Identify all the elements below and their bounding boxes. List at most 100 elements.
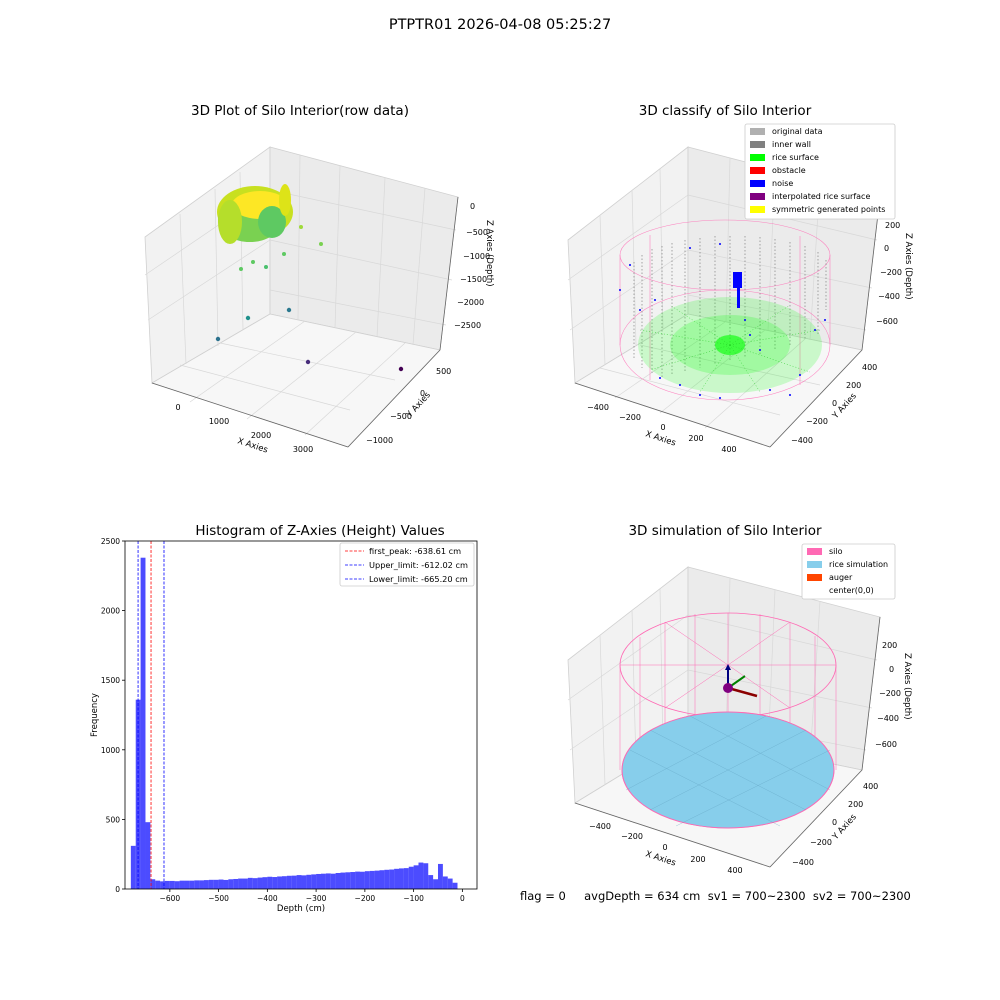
legend-swatch <box>807 561 822 568</box>
classify-plot-title: 3D classify of Silo Interior <box>638 103 812 119</box>
classify-y-axis-label: Y Axies <box>830 391 859 422</box>
histogram-legend: first_peak: -638.61 cm Upper_limit: -612… <box>339 542 475 587</box>
raw-z-axis-label: Z Axies (Depth) <box>484 220 494 287</box>
classify-z-ticks: 200 0 −200 −400 −600 <box>876 221 902 326</box>
histogram-bar <box>272 877 278 889</box>
raw-z-tick-label: −2000 <box>457 298 484 307</box>
histogram-bar <box>194 880 200 889</box>
histogram-bar <box>355 871 360 889</box>
histogram-x-tick-label: −500 <box>208 894 229 903</box>
simulation-y-tick-label: 200 <box>848 800 863 809</box>
legend-swatch <box>750 167 765 174</box>
histogram-bar <box>179 880 185 889</box>
histogram-bar <box>233 878 239 889</box>
histogram-x-tick-label: 0 <box>460 894 465 903</box>
histogram-bar <box>413 865 419 889</box>
raw-3d-axes-box <box>144 146 459 448</box>
legend-label: inner wall <box>772 140 811 149</box>
raw-y-tick-label: 0 <box>420 389 425 398</box>
histogram-bar <box>267 876 273 889</box>
legend-swatch <box>750 128 765 135</box>
histogram-bar <box>140 557 146 889</box>
histogram-bar <box>291 875 297 889</box>
histogram-bar <box>359 871 365 889</box>
histogram-bar <box>345 872 351 889</box>
raw-z-tick-label: −1500 <box>460 275 487 284</box>
simulation-z-tick-label: −200 <box>879 689 901 698</box>
legend-swatch <box>807 587 822 594</box>
histogram-bar <box>374 870 380 889</box>
legend-label: interpolated rice surface <box>772 192 870 201</box>
raw-x-tick-label: 3000 <box>293 445 313 454</box>
histogram-y-tick-label: 1000 <box>101 746 120 755</box>
classify-x-tick-label: −200 <box>619 413 641 422</box>
histogram-bar <box>164 880 170 889</box>
simulation-auger <box>723 664 758 698</box>
histogram-x-tick-label: −200 <box>355 894 376 903</box>
classify-x-axis-label: X Axies <box>644 429 677 448</box>
legend-swatch <box>750 193 765 200</box>
classify-y-tick-label: 200 <box>846 381 861 390</box>
simulation-y-tick-label: 400 <box>863 782 878 791</box>
simulation-x-tick-label: 0 <box>662 843 667 852</box>
histogram-bar <box>145 822 151 889</box>
histogram-bar <box>330 873 336 889</box>
histogram-bar <box>369 870 375 889</box>
simulation-3d-axes-box <box>567 566 881 868</box>
histogram-y-tick-label: 2000 <box>101 607 120 616</box>
figure-suptitle: PTPTR01 2026-04-08 05:25:27 <box>388 17 612 33</box>
histogram-bar <box>379 870 385 889</box>
classify-3d-axes-box <box>567 146 881 448</box>
histogram-x-tick-label: −100 <box>403 894 424 903</box>
histogram-bar <box>306 874 312 889</box>
legend-swatch <box>807 548 822 555</box>
histogram-bar <box>257 877 263 889</box>
classify-z-tick-label: −200 <box>880 268 902 277</box>
simulation-z-tick-label: 200 <box>882 641 897 650</box>
classify-z-tick-label: −400 <box>878 292 900 301</box>
classify-y-tick-label: −400 <box>791 436 813 445</box>
classify-inner-wall <box>633 236 827 378</box>
simulation-x-tick-label: −400 <box>589 822 611 831</box>
histogram-bar <box>277 876 282 889</box>
histogram-bar <box>335 872 341 889</box>
simulation-plot-title: 3D simulation of Silo Interior <box>628 523 822 539</box>
simulation-x-tick-label: 400 <box>727 866 742 875</box>
histogram-bar <box>437 863 443 889</box>
raw-x-ticks: 0 1000 2000 3000 <box>175 403 313 454</box>
histogram-bar <box>350 872 356 889</box>
histogram-bar <box>316 873 321 889</box>
legend-label: obstacle <box>772 166 806 175</box>
histogram-bar <box>223 879 229 889</box>
histogram-bar <box>135 699 141 889</box>
classify-silo-outline <box>619 219 831 401</box>
histogram-bar <box>203 880 209 889</box>
histogram-title: Histogram of Z-Axies (Height) Values <box>195 523 445 539</box>
legend-swatch <box>750 180 765 187</box>
classify-x-tick-label: 0 <box>660 423 665 432</box>
simulation-z-tick-label: 0 <box>889 665 894 674</box>
histogram-bar <box>428 875 434 889</box>
legend-label: rice surface <box>772 153 819 162</box>
histogram-bar <box>242 878 248 889</box>
simulation-x-tick-label: −200 <box>621 832 643 841</box>
histogram-bar <box>398 868 404 889</box>
legend-label: noise <box>772 179 793 188</box>
raw-y-ticks: 500 0 −500 −1000 <box>366 367 451 445</box>
raw-x-tick-label: 0 <box>175 403 180 412</box>
histogram-x-tick-label: −600 <box>160 894 181 903</box>
raw-z-tick-label: −500 <box>466 228 488 237</box>
simulation-rice-surface <box>621 711 835 829</box>
histogram-bar <box>286 875 292 889</box>
histogram-bar <box>213 879 219 889</box>
center-marker <box>723 683 733 693</box>
histogram-bar <box>238 878 243 889</box>
raw-x-tick-label: 2000 <box>251 431 271 440</box>
classify-z-tick-label: −600 <box>876 317 898 326</box>
raw-y-axis-label: Y Axies <box>404 390 433 421</box>
